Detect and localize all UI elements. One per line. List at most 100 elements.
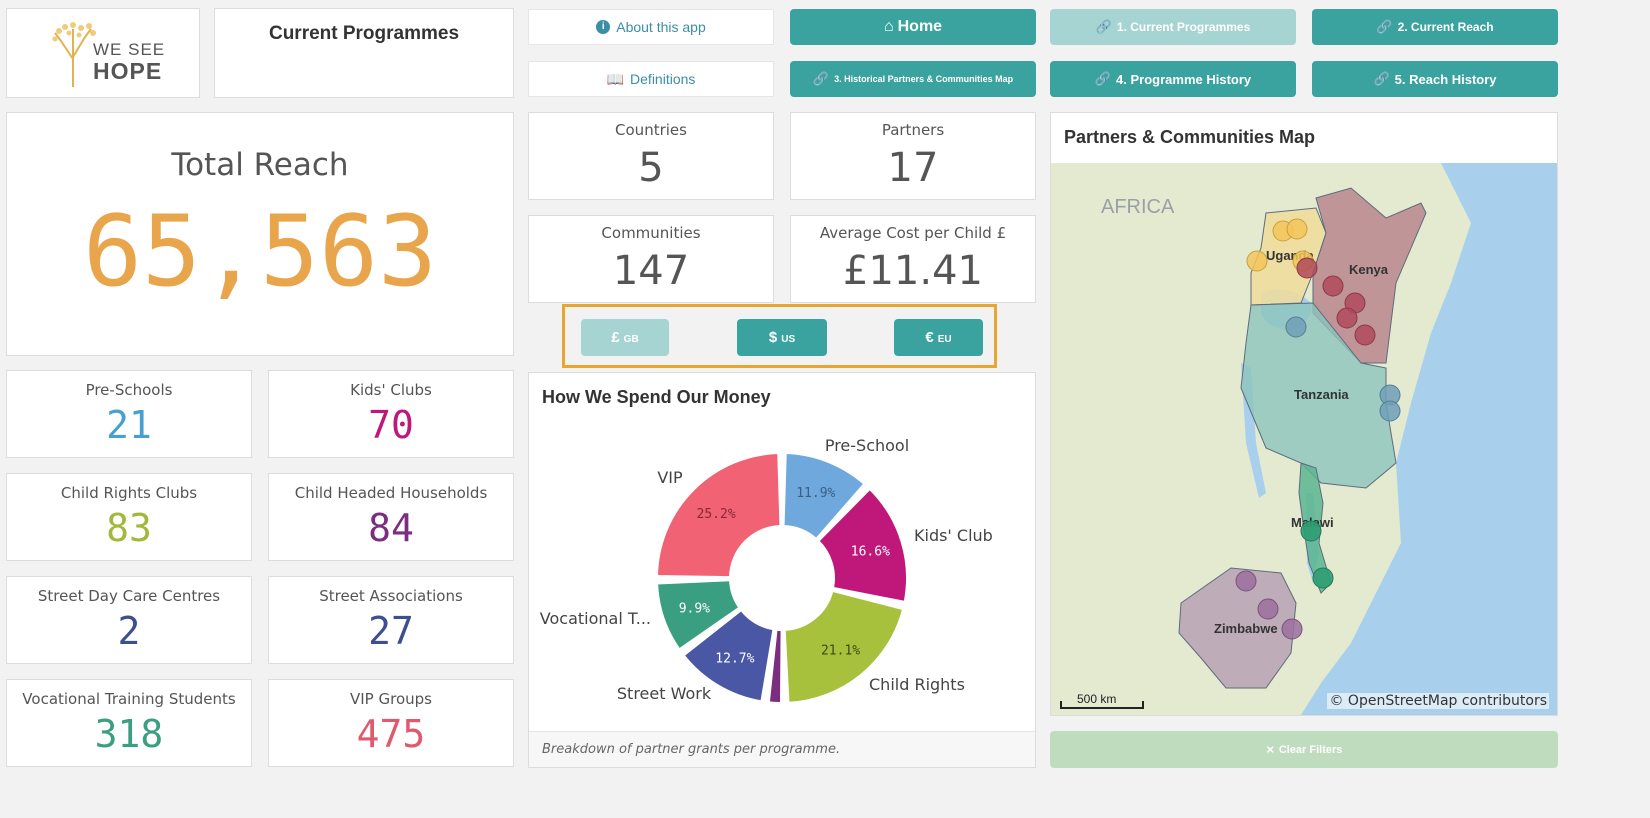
link-icon: 🔗 — [1376, 19, 1393, 34]
programme-kpi-label: Kids' Clubs — [350, 381, 432, 399]
programme-kpi-label: Pre-Schools — [85, 381, 173, 399]
reach-history-button[interactable]: 🔗 5. Reach History — [1312, 61, 1558, 97]
programme-history-button[interactable]: 🔗 4. Programme History — [1050, 61, 1296, 97]
map-marker — [1379, 400, 1401, 422]
programme-history-label: 4. Programme History — [1116, 71, 1252, 87]
avg-cost-card: Average Cost per Child £ £11.41 — [790, 215, 1036, 303]
currency-eu-code: EU — [937, 334, 952, 345]
donut-slice[interactable] — [656, 452, 782, 579]
programme-kpi-label: VIP Groups — [350, 690, 432, 708]
programme-kpi-value: 21 — [106, 403, 152, 447]
programme-kpi-label: Child Headed Households — [294, 484, 488, 502]
programme-kpi-value: 83 — [106, 506, 152, 550]
about-app-link[interactable]: i About this app — [528, 9, 774, 45]
total-reach-card: Total Reach 65,563 — [6, 112, 514, 356]
programme-kpi-value: 84 — [368, 506, 414, 550]
donut-slice[interactable] — [656, 579, 741, 651]
donut-slice[interactable] — [682, 609, 775, 703]
donut-percent-label: 9.9% — [679, 602, 710, 617]
tree-logo-icon — [52, 22, 96, 87]
currency-eu-button[interactable]: € EU — [894, 319, 983, 356]
spend-donut-chart[interactable]: 11.9% Pre-School 16.6% Kids' Club 21.1% Child… — [529, 413, 1035, 753]
logo-card: WE SEE HOPE — [6, 8, 200, 98]
total-reach-label: Total Reach — [171, 147, 349, 183]
map-marker — [1281, 618, 1303, 640]
definitions-link[interactable]: 📖 Definitions — [528, 61, 774, 97]
currency-eu-symbol: € — [925, 329, 934, 346]
avg-cost-label: Average Cost per Child £ — [819, 224, 1007, 242]
currency-us-symbol: $ — [768, 329, 778, 346]
donut-slice[interactable] — [783, 589, 905, 704]
currency-gb-symbol: £ — [611, 329, 620, 346]
map-region-label: AFRICA — [1101, 196, 1175, 218]
home-label: Home — [897, 18, 943, 35]
current-programmes-button[interactable]: 🔗 1. Current Programmes — [1050, 9, 1296, 45]
map-marker — [1296, 257, 1318, 279]
programme-kpi-label: Vocational Training Students — [22, 690, 236, 708]
donut-category-label: Pre-School — [825, 436, 909, 455]
link-icon: 🔗 — [812, 71, 830, 86]
sheet-title-card: Current Programmes — [214, 8, 514, 98]
map-marker — [1354, 324, 1376, 346]
programme-kpi-value: 475 — [356, 712, 426, 756]
map-label-tanzania: Tanzania — [1294, 387, 1349, 402]
page-title: Current Programmes — [268, 23, 460, 44]
programme-kpi-value: 27 — [368, 609, 414, 653]
tanzania-markers — [1285, 316, 1401, 422]
countries-label: Countries — [615, 121, 687, 139]
map-title: Partners & Communities Map — [1064, 127, 1316, 147]
total-reach-value: 65,563 — [82, 195, 437, 309]
currency-gb-button[interactable]: £ GB — [581, 319, 669, 356]
donut-category-label: Vocational T... — [540, 609, 651, 628]
malawi-markers — [1300, 520, 1334, 589]
historical-map-label: 3. Historical Partners & Communities Map — [834, 74, 1014, 84]
programme-kpi-label: Street Associations — [319, 587, 463, 605]
donut-category-label: VIP — [657, 468, 683, 487]
country-zimbabwe — [1178, 567, 1297, 689]
clear-filters-button[interactable]: ⨯ Clear Filters — [1050, 731, 1558, 768]
donut-percent-label: 25.2% — [697, 507, 736, 522]
map-marker — [1286, 218, 1308, 240]
donut-slice[interactable] — [767, 628, 783, 704]
link-icon: 🔗 — [1095, 19, 1112, 34]
map-attribution[interactable]: © OpenStreetMap contributors — [1327, 693, 1549, 709]
spend-chart-footnote: Breakdown of partner grants per programm… — [542, 742, 841, 757]
communities-card: Communities 147 — [528, 215, 774, 303]
countries-value: 5 — [638, 145, 664, 191]
partners-map[interactable]: AFRICA Uganda Kenya Tanzania Malawi Zimb… — [1051, 163, 1557, 715]
donut-category-label: Street Work — [617, 684, 712, 703]
logo-line1: WE SEE — [93, 40, 166, 59]
map-label-kenya: Kenya — [1349, 262, 1389, 277]
currency-us-button[interactable]: $ US — [737, 319, 827, 356]
info-icon: i — [596, 20, 611, 34]
link-icon: 🔗 — [1094, 71, 1112, 86]
about-label: About this app — [616, 19, 706, 35]
donut-percent-label: 21.1% — [821, 644, 860, 659]
donut-slice[interactable] — [782, 452, 866, 540]
programme-kpi-card: Pre-Schools 21 — [6, 370, 252, 458]
spend-chart-footer — [529, 731, 1035, 767]
logo-line2: HOPE — [93, 58, 163, 84]
book-icon: 📖 — [606, 70, 625, 87]
communities-label: Communities — [601, 224, 701, 242]
historical-map-button[interactable]: 🔗 3. Historical Partners & Communities M… — [790, 61, 1036, 97]
currency-us-code: US — [781, 334, 796, 345]
current-programmes-label: 1. Current Programmes — [1116, 20, 1251, 34]
donut-percent-label: 11.9% — [796, 486, 835, 501]
donut-slice[interactable] — [817, 487, 908, 603]
programme-kpi-value: 2 — [117, 609, 141, 653]
programme-kpi-card: Kids' Clubs 70 — [268, 370, 514, 458]
programme-kpi-card: Street Day Care Centres 2 — [6, 576, 252, 664]
home-button[interactable]: ⌂ Home — [790, 9, 1036, 45]
map-label-zimbabwe: Zimbabwe — [1214, 621, 1278, 636]
partners-card: Partners 17 — [790, 112, 1036, 200]
donut-category-label: Kids' Club — [914, 526, 993, 545]
zimbabwe-markers — [1235, 570, 1303, 640]
current-reach-label: 2. Current Reach — [1397, 20, 1494, 34]
link-icon: 🔗 — [1373, 71, 1390, 86]
avg-cost-value: £11.41 — [843, 248, 983, 294]
partners-label: Partners — [881, 121, 945, 139]
programme-kpi-card: Child Rights Clubs 83 — [6, 473, 252, 561]
map-marker — [1257, 598, 1279, 620]
current-reach-button[interactable]: 🔗 2. Current Reach — [1312, 9, 1558, 45]
